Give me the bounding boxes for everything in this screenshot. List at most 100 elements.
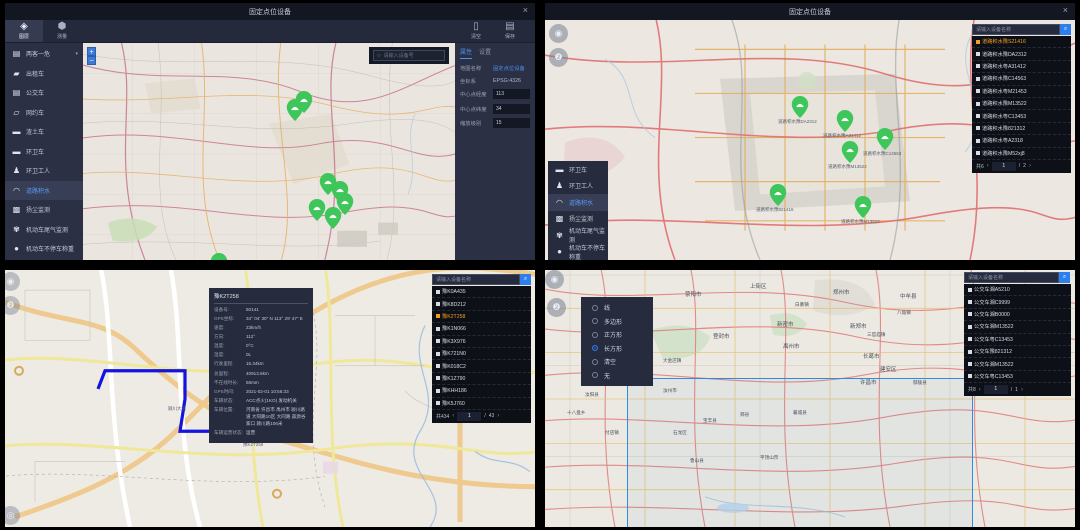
- pager-prev-icon[interactable]: ‹: [978, 386, 981, 393]
- sidebar-item-6[interactable]: ♟ 环卫工人: [5, 161, 83, 181]
- draw-shape-menu[interactable]: 线多边形 正方形 长方形 清空无: [581, 297, 653, 386]
- pager-next-icon[interactable]: ›: [1020, 386, 1023, 393]
- device-list-q2[interactable]: 道路积水豫S21416 道路积水豫DA2312 道路积水粤A31412 道路积水豫C1…: [972, 36, 1071, 173]
- sidebar-item-11[interactable]: ☗网格采集人员: [5, 259, 83, 261]
- radio-icon[interactable]: [592, 304, 598, 311]
- list-item[interactable]: 豫K2T258: [432, 310, 531, 324]
- map-marker[interactable]: [876, 128, 894, 150]
- list-item[interactable]: 道路积水豫M13522: [972, 98, 1071, 111]
- globe-icon[interactable]: ◉: [545, 270, 564, 289]
- sidebar-item-1[interactable]: ♟ 环卫工人: [548, 178, 608, 195]
- zoom-out-button[interactable]: −: [87, 56, 96, 65]
- list-item[interactable]: 道路积水粤A31412: [972, 61, 1071, 74]
- map-marker[interactable]: [336, 193, 354, 215]
- pager-next-icon[interactable]: ›: [497, 413, 500, 420]
- map-zoom-control-q1[interactable]: + −: [87, 47, 96, 65]
- search-input-q2[interactable]: 请输入设备名称: [972, 24, 1060, 35]
- radio-icon[interactable]: [592, 345, 598, 352]
- menu-option-5[interactable]: 无: [581, 369, 653, 383]
- map-canvas-q1[interactable]: + − ○ 请输入设备号: [83, 43, 455, 260]
- map-marker[interactable]: [210, 253, 228, 260]
- radio-icon[interactable]: [592, 372, 598, 379]
- list-item[interactable]: 豫K721N0: [432, 348, 531, 361]
- list-item[interactable]: 公交车豫821312: [964, 346, 1071, 359]
- pager-page-input[interactable]: 1: [991, 161, 1016, 171]
- compass-icon[interactable]: ❷: [5, 296, 20, 315]
- search-input-q1[interactable]: 请输入设备号: [383, 53, 414, 59]
- selection-rectangle[interactable]: [627, 378, 973, 527]
- list-item[interactable]: 豫K5J760: [432, 398, 531, 410]
- map-marker[interactable]: [854, 196, 872, 218]
- compass-icon[interactable]: ❷: [547, 298, 566, 317]
- property-value[interactable]: 34: [493, 103, 530, 114]
- clear-button[interactable]: ▯ 清空: [459, 20, 493, 42]
- sidebar-item-4[interactable]: ✾ 机动车尾气监测: [548, 227, 608, 244]
- globe-icon[interactable]: ◉: [5, 272, 20, 291]
- sidebar-item-0[interactable]: ▬ 环卫车: [548, 161, 608, 178]
- menu-option-4[interactable]: 清空: [581, 355, 653, 369]
- sidebar-item-7[interactable]: ◠ 道路积水: [5, 180, 83, 200]
- list-item[interactable]: 豫KHH186: [432, 385, 531, 398]
- sidebar-item-4[interactable]: ▬ 渣土车: [5, 122, 83, 142]
- property-value[interactable]: 15: [493, 118, 530, 128]
- menu-option-0[interactable]: 线: [581, 301, 653, 315]
- compass-icon[interactable]: ❷: [549, 48, 568, 67]
- sidebar-item-3[interactable]: ▩ 扬尘监测: [548, 211, 608, 228]
- device-list-q4[interactable]: 公交车湘A5210 公交车湘C9999 公交车湘B0000 公交车湘M13522 公交车…: [964, 284, 1071, 397]
- list-item[interactable]: 道路积水豫M52xj8: [972, 148, 1071, 160]
- list-item[interactable]: 道路积水粤C13453: [972, 110, 1071, 123]
- tab-attributes[interactable]: 属性: [460, 47, 473, 59]
- sidebar-item-5[interactable]: ▬ 环卫车: [5, 142, 83, 162]
- map-marker[interactable]: [836, 110, 854, 132]
- list-item[interactable]: 道路积水豫S21416: [972, 36, 1071, 49]
- sidebar-item-1[interactable]: ▰ 出租车: [5, 64, 83, 84]
- menu-option-3[interactable]: 长方形: [581, 342, 653, 356]
- toolbar-tab-layers[interactable]: ◈ 图层: [5, 20, 43, 42]
- device-list-q3[interactable]: 豫K0A435 豫K8D212 豫K2T258 豫K1N066 豫K3X976 豫K721…: [432, 286, 531, 423]
- list-item[interactable]: 豫K3X976: [432, 336, 531, 348]
- map-marker[interactable]: [295, 91, 313, 113]
- map-canvas-q4[interactable]: 上街区郑州市中牟县荥阳市新密市登封市新郑市尉氏县长葛市许昌市建安区禹州市汝州市宝…: [545, 270, 1075, 527]
- list-item[interactable]: 公交车湘M13522: [964, 358, 1071, 371]
- pager-next-icon[interactable]: ›: [1028, 163, 1031, 170]
- list-item[interactable]: 道路积水粤M21453: [972, 86, 1071, 98]
- sidebar-item-5[interactable]: ● 机动车不停车称重: [548, 244, 608, 260]
- map-marker[interactable]: [769, 184, 787, 206]
- search-input-q3[interactable]: 请输入设备名称: [432, 274, 520, 285]
- save-button[interactable]: ▤ 保存: [493, 20, 527, 42]
- list-item[interactable]: 道路积水豫821312: [972, 123, 1071, 136]
- search-icon[interactable]: ⌕: [1060, 24, 1071, 35]
- list-item[interactable]: 公交车湘M13522: [964, 321, 1071, 334]
- list-item[interactable]: 道路积水粤A2318: [972, 135, 1071, 148]
- map-marker[interactable]: [841, 141, 859, 163]
- locate-icon[interactable]: ◎: [5, 506, 20, 525]
- pager-page-input[interactable]: 1: [457, 411, 482, 421]
- map-marker[interactable]: [308, 199, 326, 221]
- property-value[interactable]: 113: [493, 89, 530, 99]
- list-item[interactable]: 道路积水豫DA2312: [972, 48, 1071, 61]
- close-icon[interactable]: ×: [522, 5, 528, 15]
- sidebar-item-2[interactable]: ▤ 公交车: [5, 83, 83, 103]
- tab-settings[interactable]: 设置: [479, 50, 492, 56]
- search-input-q4[interactable]: 请输入设备名称: [964, 272, 1059, 283]
- map-canvas-q3[interactable]: ◉ ❷ ◎ 颍川大道 豫K2T258 豫K2T258 设备号: 50141 GPS坐…: [5, 270, 535, 527]
- list-item[interactable]: 豫K1N066: [432, 323, 531, 336]
- list-item[interactable]: 公交车湘C9999: [964, 296, 1071, 309]
- list-item[interactable]: 豫K1Z790: [432, 373, 531, 386]
- map-marker[interactable]: [324, 207, 342, 229]
- pager-page-input[interactable]: 1: [983, 385, 1008, 395]
- map-marker[interactable]: [791, 96, 809, 118]
- list-item[interactable]: 道路积水豫C14563: [972, 73, 1071, 86]
- pager-prev-icon[interactable]: ‹: [986, 163, 989, 170]
- search-icon[interactable]: ⌕: [520, 274, 531, 285]
- list-item[interactable]: 公交车湘A5210: [964, 284, 1071, 297]
- sidebar-item-8[interactable]: ▩ 扬尘监测: [5, 200, 83, 220]
- menu-option-2[interactable]: 正方形: [581, 328, 653, 342]
- list-item[interactable]: 公交车粤C13453: [964, 371, 1071, 384]
- search-icon[interactable]: ⌕: [1059, 272, 1070, 283]
- chevron-down-icon[interactable]: ▾: [75, 50, 78, 57]
- menu-option-1[interactable]: 多边形: [581, 315, 653, 329]
- list-item[interactable]: 公交车粤C13453: [964, 334, 1071, 346]
- list-item[interactable]: 豫K8D212: [432, 298, 531, 311]
- toolbar-tab-measure[interactable]: ⬢ 测量: [43, 20, 81, 42]
